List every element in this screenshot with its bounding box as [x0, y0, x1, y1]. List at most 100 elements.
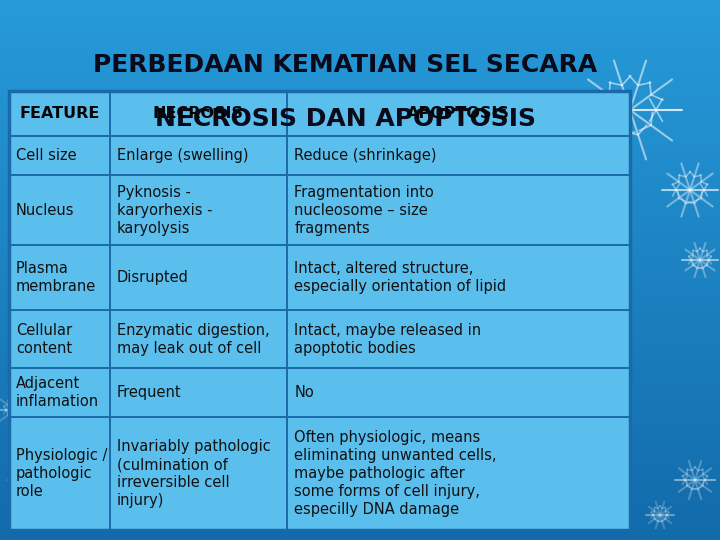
Bar	[110, 245, 287, 310]
Bar	[0, 497, 720, 500]
Bar	[0, 308, 720, 310]
Bar	[0, 122, 720, 124]
Text: NECROSIS: NECROSIS	[153, 106, 244, 121]
Bar	[0, 70, 720, 73]
Bar	[0, 219, 720, 221]
Bar	[9, 368, 110, 417]
Bar	[0, 46, 720, 49]
Bar	[0, 297, 720, 300]
Bar	[0, 286, 720, 289]
Bar	[0, 89, 720, 92]
Bar	[0, 421, 720, 424]
Bar	[0, 78, 720, 81]
Bar	[0, 40, 720, 43]
Bar	[0, 130, 720, 132]
Bar	[0, 397, 720, 400]
Bar	[0, 154, 720, 157]
Bar	[0, 532, 720, 535]
Bar	[0, 526, 720, 529]
Bar	[0, 475, 720, 478]
Bar	[0, 51, 720, 54]
Text: Cellular
content: Cellular content	[16, 322, 72, 356]
Bar	[0, 62, 720, 65]
Bar	[0, 400, 720, 402]
Bar	[0, 43, 720, 46]
Bar	[0, 351, 720, 354]
Bar	[0, 92, 720, 94]
Bar	[0, 437, 720, 440]
Bar	[0, 194, 720, 197]
Bar	[0, 68, 720, 70]
Bar	[0, 502, 720, 505]
Bar	[0, 489, 720, 491]
Bar	[0, 49, 720, 51]
Bar	[0, 240, 720, 243]
Bar	[0, 22, 720, 24]
Text: Often physiologic, means
eliminating unwanted cells,
maybe pathologic after
some: Often physiologic, means eliminating unw…	[294, 430, 497, 517]
Bar	[0, 186, 720, 189]
Bar	[0, 216, 720, 219]
Bar	[0, 402, 720, 405]
Bar	[0, 427, 720, 429]
Text: Intact, maybe released in
apoptotic bodies: Intact, maybe released in apoptotic bodi…	[294, 322, 482, 356]
Bar	[110, 175, 287, 245]
Bar	[0, 491, 720, 494]
Bar	[0, 200, 720, 202]
Text: Disrupted: Disrupted	[117, 270, 189, 285]
Bar	[287, 175, 630, 245]
Bar	[0, 105, 720, 108]
Bar	[0, 167, 720, 170]
Bar	[0, 251, 720, 254]
Bar	[0, 367, 720, 370]
Text: Reduce (shrinkage): Reduce (shrinkage)	[294, 148, 437, 163]
Text: Adjacent
inflamation: Adjacent inflamation	[16, 376, 99, 409]
Bar	[0, 76, 720, 78]
Bar	[0, 305, 720, 308]
Bar	[0, 310, 720, 313]
Bar	[0, 446, 720, 448]
Bar	[0, 432, 720, 435]
Bar	[0, 35, 720, 38]
Text: Frequent: Frequent	[117, 385, 181, 400]
Bar	[0, 424, 720, 427]
Bar	[0, 289, 720, 292]
Bar	[0, 224, 720, 227]
Bar	[0, 192, 720, 194]
Bar	[0, 73, 720, 76]
Bar	[0, 84, 720, 86]
Bar	[0, 470, 720, 472]
Bar	[0, 381, 720, 383]
Bar	[0, 259, 720, 262]
Bar	[0, 440, 720, 443]
Bar	[0, 173, 720, 176]
Text: Nucleus: Nucleus	[16, 202, 74, 218]
Bar	[0, 8, 720, 11]
Bar	[0, 481, 720, 483]
Bar	[287, 310, 630, 368]
Bar	[9, 417, 110, 530]
Bar	[0, 356, 720, 359]
Bar	[0, 100, 720, 103]
Bar	[0, 464, 720, 467]
Bar	[9, 310, 110, 368]
Bar	[0, 329, 720, 332]
Bar	[0, 413, 720, 416]
Bar	[0, 81, 720, 84]
Bar	[0, 508, 720, 510]
Bar	[0, 510, 720, 513]
Bar	[287, 245, 630, 310]
Bar	[9, 91, 630, 530]
Bar	[9, 91, 110, 136]
Bar	[0, 408, 720, 410]
Text: Enzymatic digestion,
may leak out of cell: Enzymatic digestion, may leak out of cel…	[117, 322, 270, 356]
Bar	[0, 302, 720, 305]
Bar	[0, 448, 720, 451]
Bar	[0, 86, 720, 89]
Bar	[287, 91, 630, 136]
Bar	[9, 175, 110, 245]
Bar	[0, 494, 720, 497]
Text: FEATURE: FEATURE	[19, 106, 99, 121]
Bar	[0, 394, 720, 397]
Bar	[0, 472, 720, 475]
Bar	[0, 378, 720, 381]
